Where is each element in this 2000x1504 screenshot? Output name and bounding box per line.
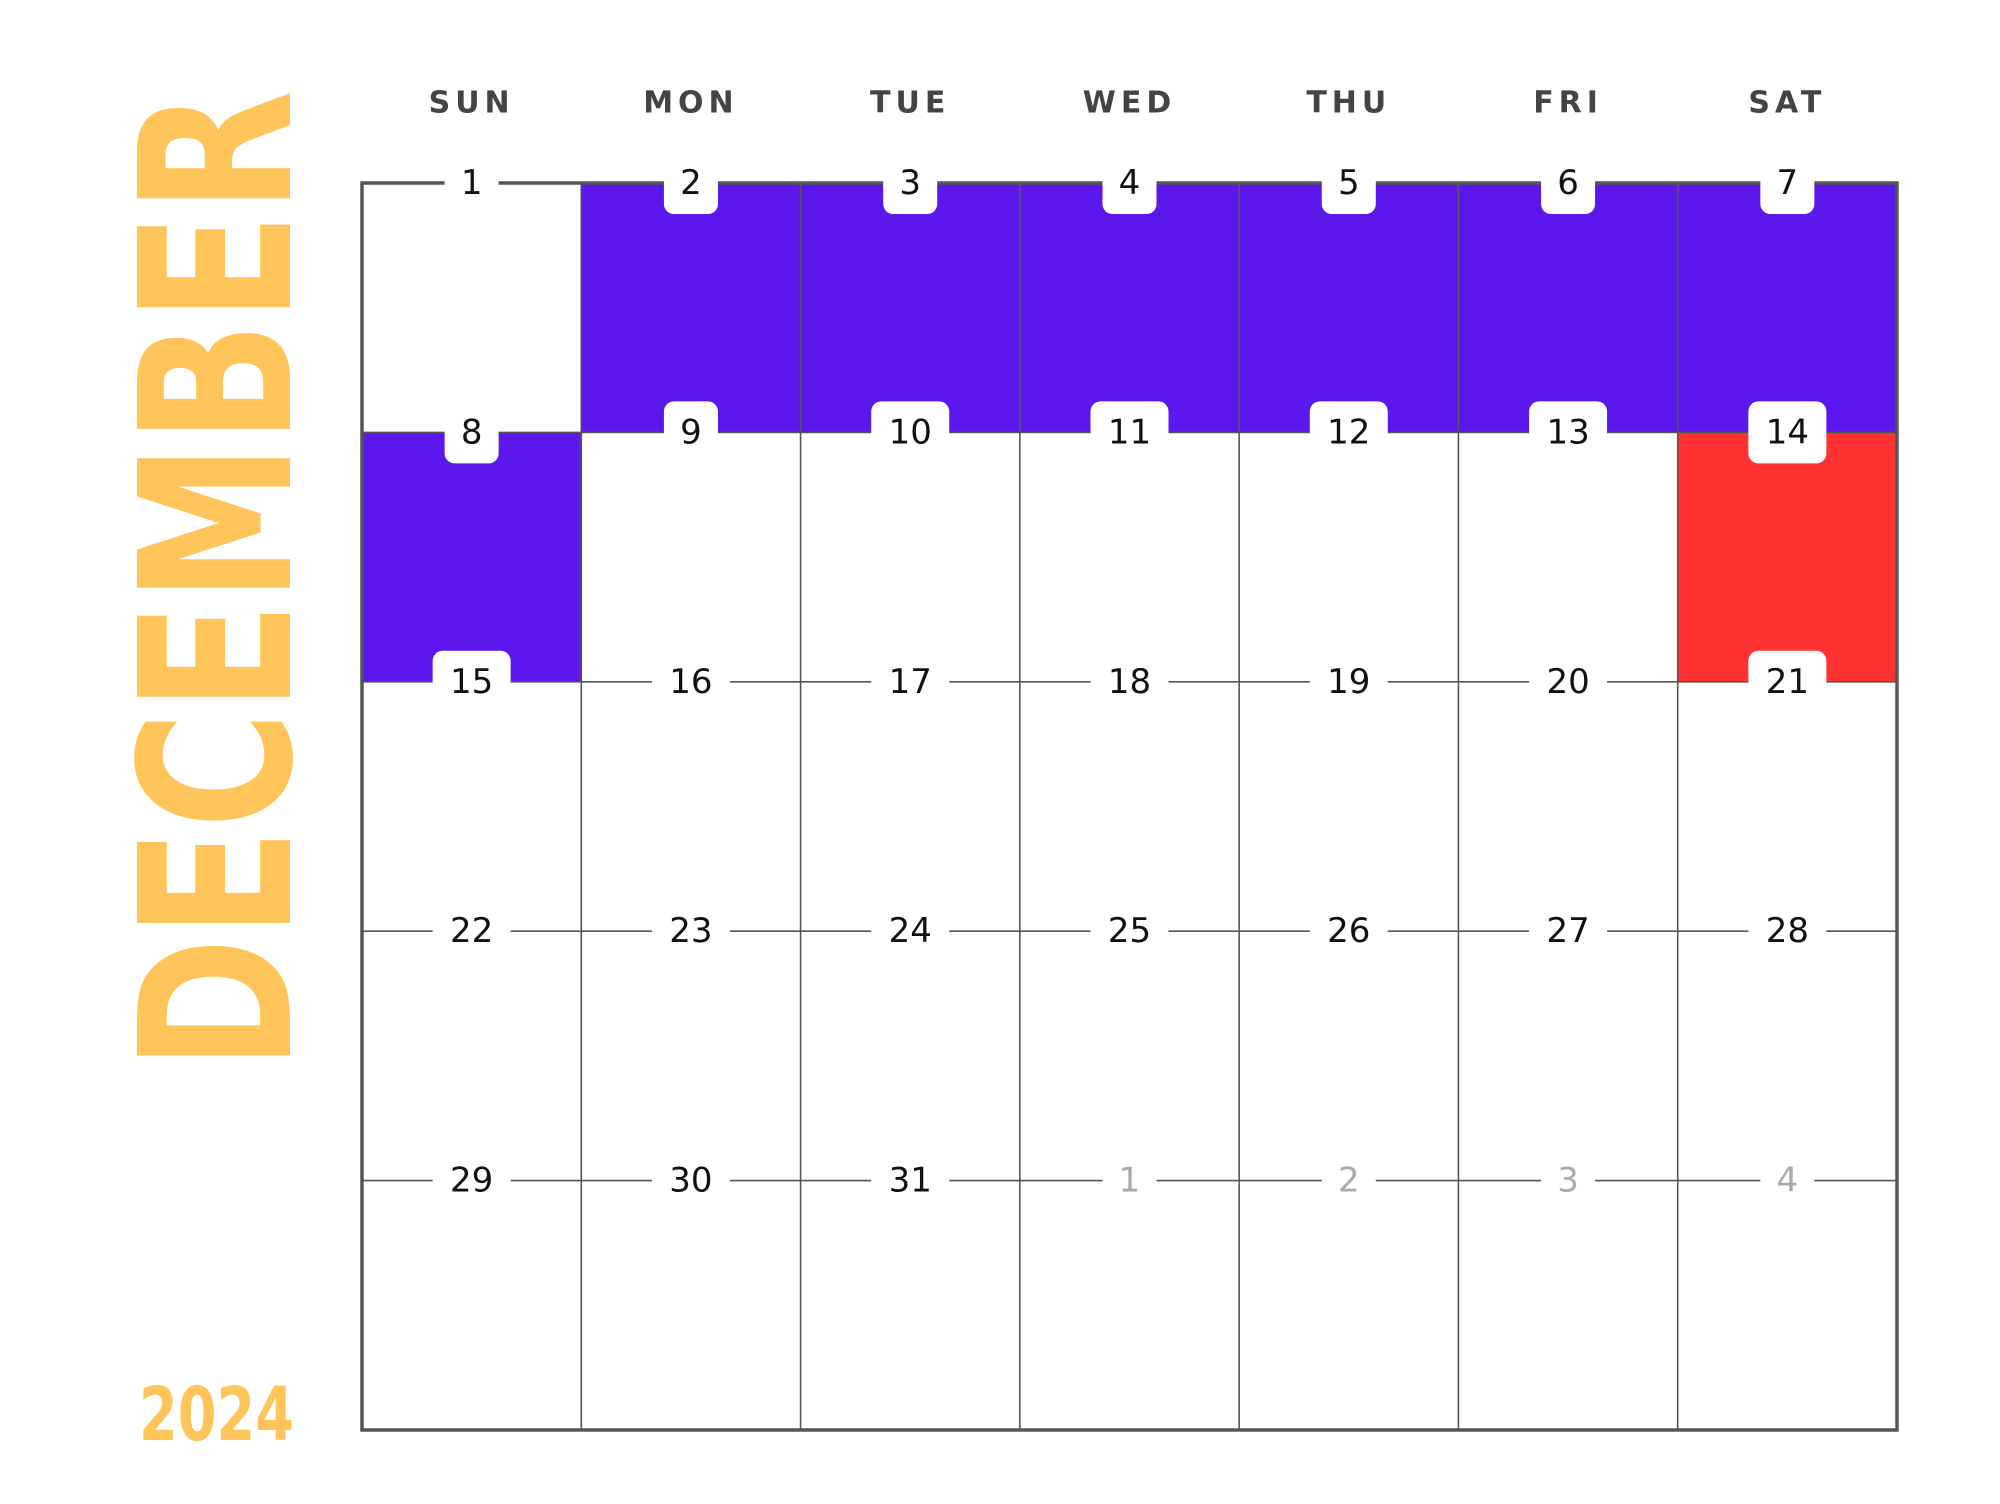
highlight-cell (1458, 183, 1678, 433)
day-tab (871, 401, 950, 464)
day-tab (1760, 1149, 1815, 1212)
highlight-cell (1019, 183, 1240, 433)
day-tab (1090, 900, 1169, 963)
day-number: 2 (680, 163, 702, 203)
day-number: 24 (889, 911, 932, 951)
weekday-label: MON (643, 86, 738, 121)
day-tab (432, 650, 511, 713)
day-tab (1760, 152, 1815, 214)
day-number: 5 (1338, 163, 1360, 203)
year: 2024 (139, 1372, 294, 1458)
day-number: 7 (1777, 163, 1799, 203)
day-number: 14 (1766, 412, 1809, 452)
day-number: 1 (461, 163, 483, 203)
highlight-cell (1677, 432, 1897, 682)
day-tab (1102, 152, 1157, 214)
highlight-cell (581, 183, 801, 433)
day-number: 2 (1338, 1161, 1360, 1201)
day-tab (1321, 1149, 1376, 1212)
day-number: 17 (889, 662, 932, 702)
day-number: 11 (1108, 412, 1151, 452)
day-tab (1309, 401, 1388, 464)
day-number: 16 (669, 662, 712, 702)
highlight-cell (800, 183, 1020, 433)
day-number: 3 (1557, 1161, 1579, 1201)
day-number: 4 (1777, 1161, 1799, 1201)
day-number: 19 (1327, 662, 1370, 702)
day-tab (1090, 401, 1169, 464)
weekday-label: SUN (429, 86, 515, 121)
day-number: 30 (669, 1161, 712, 1201)
day-tab (651, 650, 730, 713)
day-number: 25 (1108, 911, 1151, 951)
day-tab (1309, 900, 1388, 963)
day-tab (1529, 650, 1608, 713)
day-tab (1102, 1149, 1157, 1212)
day-tab (444, 401, 499, 464)
highlight-cell (1239, 183, 1459, 433)
day-tab (1748, 401, 1827, 464)
day-number: 10 (889, 412, 932, 452)
day-tab (1541, 152, 1596, 214)
day-number: 1 (1119, 1161, 1141, 1201)
day-tab (444, 152, 499, 214)
day-number: 9 (680, 412, 702, 452)
weekday-label: TUE (870, 86, 950, 121)
day-number: 23 (669, 911, 712, 951)
day-number: 22 (450, 911, 493, 951)
day-tab (871, 1149, 950, 1212)
day-tab (883, 152, 938, 214)
day-tab (1090, 650, 1169, 713)
day-number: 3 (899, 163, 921, 203)
day-number: 28 (1766, 911, 1809, 951)
day-number: 12 (1327, 412, 1370, 452)
month-title: DECEMBER (95, 90, 340, 1070)
day-number: 26 (1327, 911, 1370, 951)
weekday-label: FRI (1533, 86, 1603, 121)
weekday-label: THU (1306, 86, 1391, 121)
day-tab (1529, 900, 1608, 963)
day-tab (432, 900, 511, 963)
day-number: 15 (450, 662, 493, 702)
day-number: 18 (1108, 662, 1151, 702)
day-tab (1529, 401, 1608, 464)
day-number: 4 (1119, 163, 1141, 203)
day-number: 27 (1546, 911, 1589, 951)
day-tab (1541, 1149, 1596, 1212)
day-tab (651, 1149, 730, 1212)
day-tab (871, 900, 950, 963)
day-number: 13 (1546, 412, 1589, 452)
highlight-cell (362, 432, 582, 682)
day-number: 8 (461, 412, 483, 452)
day-tab (651, 900, 730, 963)
day-tab (1309, 650, 1388, 713)
day-number: 6 (1557, 163, 1579, 203)
day-number: 31 (889, 1161, 932, 1201)
weekday-label: WED (1083, 86, 1177, 121)
day-tab (1321, 152, 1376, 214)
day-tab (432, 1149, 511, 1212)
day-number: 29 (450, 1161, 493, 1201)
day-tab (663, 401, 718, 464)
day-tab (1748, 900, 1827, 963)
highlight-cell (1677, 183, 1897, 433)
day-tab (871, 650, 950, 713)
weekday-label: SAT (1748, 86, 1826, 121)
day-number: 21 (1766, 662, 1809, 702)
day-tab (663, 152, 718, 214)
day-tab (1748, 650, 1827, 713)
day-number: 20 (1546, 662, 1589, 702)
